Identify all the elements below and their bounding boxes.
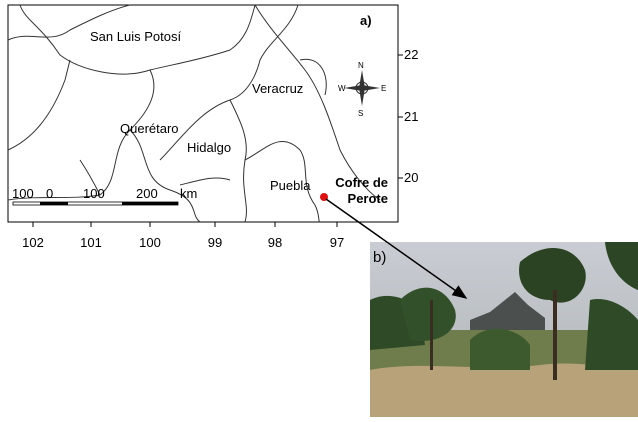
figure: a) San Luis Potosí Veracruz Querétaro Hi…	[0, 0, 638, 417]
region-label: San Luis Potosí	[90, 29, 181, 44]
latitude-label: 22	[404, 47, 418, 62]
compass-letter: W	[338, 84, 346, 93]
region-label: Puebla	[270, 178, 311, 193]
scale-label: 200	[136, 186, 158, 201]
latitude-label: 21	[404, 109, 418, 124]
scale-label: 0	[46, 186, 53, 201]
longitude-label: 98	[268, 235, 282, 250]
region-label: Veracruz	[252, 81, 303, 96]
page: a) San Luis Potosí Veracruz Querétaro Hi…	[0, 0, 638, 417]
longitude-label: 102	[22, 235, 44, 250]
longitude-label: 99	[208, 235, 222, 250]
longitude-label: 97	[330, 235, 344, 250]
panel-label: a)	[360, 13, 372, 28]
scale-label: 100	[12, 186, 34, 201]
latitude-label: 20	[404, 170, 418, 185]
scale-label: km	[180, 186, 197, 201]
photo	[370, 242, 638, 417]
scale-bar	[13, 202, 178, 205]
site-label-box: Cofre de Perote	[318, 175, 388, 215]
compass-letter: N	[358, 61, 364, 70]
panel-label: b)	[373, 249, 386, 266]
compass-letter: S	[358, 109, 363, 118]
site-label: Cofre de Perote	[318, 175, 388, 207]
scale-label: 100	[83, 186, 105, 201]
region-label: Querétaro	[120, 121, 179, 136]
longitude-label: 101	[80, 235, 102, 250]
longitude-label: 100	[139, 235, 161, 250]
compass-letter: E	[381, 84, 386, 93]
region-label: Hidalgo	[187, 140, 231, 155]
